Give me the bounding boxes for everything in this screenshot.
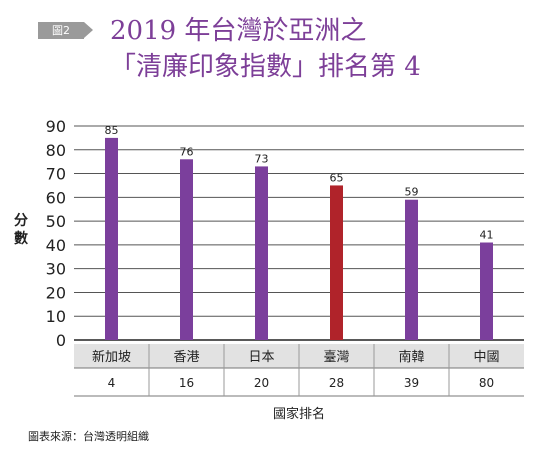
y-tick-label: 50 xyxy=(46,212,66,231)
x-axis-title: 國家排名 xyxy=(273,406,325,422)
rank-label: 28 xyxy=(329,376,344,390)
rank-label: 20 xyxy=(254,376,269,390)
data-label: 76 xyxy=(180,145,194,158)
chart-title-line1: 2019 年台灣於亞洲之 xyxy=(110,16,367,46)
bar xyxy=(330,185,343,340)
data-label: 41 xyxy=(480,229,494,242)
data-label: 65 xyxy=(330,171,344,184)
data-label: 59 xyxy=(405,186,419,199)
y-tick-label: 40 xyxy=(46,236,66,255)
y-axis-label: 分數 xyxy=(14,213,28,247)
figure-badge-arrow xyxy=(84,22,93,38)
data-label: 73 xyxy=(255,152,269,165)
y-tick-label: 30 xyxy=(46,260,66,279)
bar xyxy=(405,199,418,340)
y-tick-label: 90 xyxy=(46,117,66,136)
chart-title-line2: 「清廉印象指數」排名第 4 xyxy=(110,52,421,82)
y-tick-label: 80 xyxy=(46,141,66,160)
y-tick-label: 60 xyxy=(46,188,66,207)
bar xyxy=(255,166,268,340)
x-tick-label: 新加坡 xyxy=(92,349,131,365)
x-tick-label: 日本 xyxy=(248,350,274,365)
bar xyxy=(480,242,493,340)
x-tick-label: 臺灣 xyxy=(323,350,349,365)
y-tick-label: 70 xyxy=(46,165,66,184)
x-tick-label: 香港 xyxy=(173,350,199,365)
y-tick-label: 20 xyxy=(46,283,66,302)
figure-badge: 圖2 xyxy=(38,22,84,39)
y-tick-label: 10 xyxy=(46,307,66,326)
rank-label: 39 xyxy=(404,376,419,390)
bar xyxy=(180,159,193,340)
x-tick-label: 南韓 xyxy=(398,349,424,365)
bar xyxy=(105,137,118,340)
data-label: 85 xyxy=(105,124,119,137)
source-note: 圖表來源：台灣透明組織 xyxy=(28,430,149,443)
rank-label: 4 xyxy=(108,376,116,390)
y-tick-label: 0 xyxy=(56,331,66,350)
x-tick-label: 中國 xyxy=(473,350,499,365)
rank-label: 80 xyxy=(479,376,494,390)
rank-label: 16 xyxy=(179,376,194,390)
